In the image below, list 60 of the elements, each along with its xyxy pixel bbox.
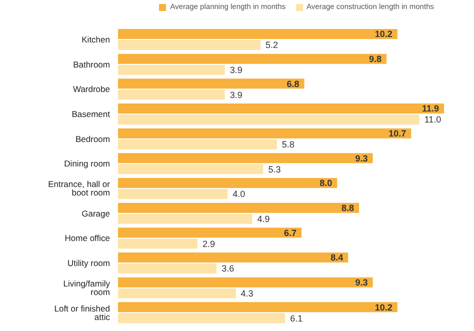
bar [118,214,252,224]
y-tick-label: Loft or finished attic [54,303,111,322]
y-tick-label: Living/family room [63,278,111,298]
data-label: 10.2 [374,302,392,312]
bar [118,178,338,188]
data-label: 2.9 [202,238,215,249]
y-tick-label: Entrance, hall or boot room [48,179,110,198]
data-label: 6.8 [286,78,300,89]
data-label: 5.2 [265,40,278,50]
data-label: 4.0 [232,189,246,200]
y-tick-label: Bedroom [76,134,110,144]
y-tick-label: Wardrobe [72,84,110,94]
bar [118,288,236,298]
bar [118,128,412,138]
data-label: 5.3 [268,164,281,174]
bar [118,302,398,312]
bar [118,202,360,213]
bar [118,114,420,124]
y-tick-label: Utility room [67,258,110,268]
data-label: 6.1 [290,313,303,324]
y-tick-label: Home office [64,233,110,244]
data-label: 9.3 [355,153,368,164]
data-label: 4.3 [240,288,254,299]
data-label: 10.7 [388,128,406,139]
bar [118,277,373,288]
data-label: 8.0 [320,178,332,188]
bar [118,54,386,64]
data-label: 9.3 [355,278,368,288]
bar [118,189,228,199]
bar [118,64,225,75]
y-tick-label: Basement [72,108,111,119]
y-tick-label: Dining room [64,158,110,169]
y-tick-label: Bathroom [73,59,110,70]
data-label: 3.9 [230,65,242,76]
bar [118,29,398,39]
bar [118,40,260,50]
data-label: 6.7 [284,228,297,238]
bar [118,164,264,174]
data-label: 9.8 [368,54,382,64]
data-label: 3.9 [230,90,242,100]
bar [118,238,198,249]
data-label: 10.2 [374,29,392,40]
data-label: 3.6 [222,264,234,274]
bar [118,228,302,238]
data-label: 8.4 [330,252,344,263]
y-tick-label: Garage [82,208,110,218]
data-label: 4.9 [257,214,270,224]
bar [118,313,286,324]
bar [118,252,348,262]
bar [118,153,373,164]
bar [118,90,225,100]
bar [118,104,444,114]
bar [118,264,217,274]
bar [118,78,304,89]
bar [118,139,277,150]
data-label: 5.8 [282,140,294,150]
data-label: 11.9 [422,104,439,114]
data-label: 11.0 [424,114,442,125]
data-label: 8.8 [342,203,354,214]
y-tick-label: Kitchen [82,34,110,44]
